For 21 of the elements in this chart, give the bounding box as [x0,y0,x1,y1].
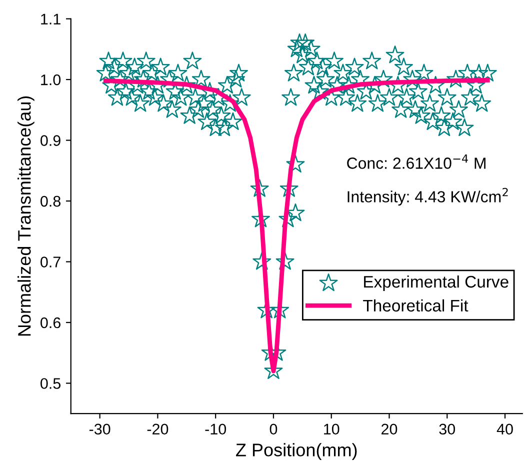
x-tick-label: 10 [324,424,340,435]
y-tick-label: 0.8 [40,196,60,207]
y-tick-label: 1.1 [41,14,60,24]
x-axis-title: Z Position(mm) [236,443,357,460]
x-tick-label: 30 [439,424,456,435]
y-tick-label: 0.9 [40,135,60,146]
annotation: Conc: 2.61X10$^{−4}$ M [347,154,486,169]
legend-label: Experimental Curve [364,275,508,291]
annotation: Intensity: 4.43 KW/cm$^{2}$ [348,188,508,206]
y-tick-label: 0.5 [40,378,61,389]
x-tick-label: -30 [89,424,110,435]
y-tick-label: 0.6 [40,317,60,328]
x-tick-label: -20 [147,424,168,435]
y-tick-label: 1.0 [41,74,61,86]
legend-label: Theoretical Fit [363,299,468,312]
y-tick-label: 0.7 [40,256,60,268]
y-axis-title: Normalized Transmittance(au) [18,96,34,336]
x-tick-label: -10 [205,424,226,435]
x-tick-label: 20 [382,424,398,435]
x-tick-label: 40 [496,424,513,435]
x-tick-label: 0 [270,424,278,435]
